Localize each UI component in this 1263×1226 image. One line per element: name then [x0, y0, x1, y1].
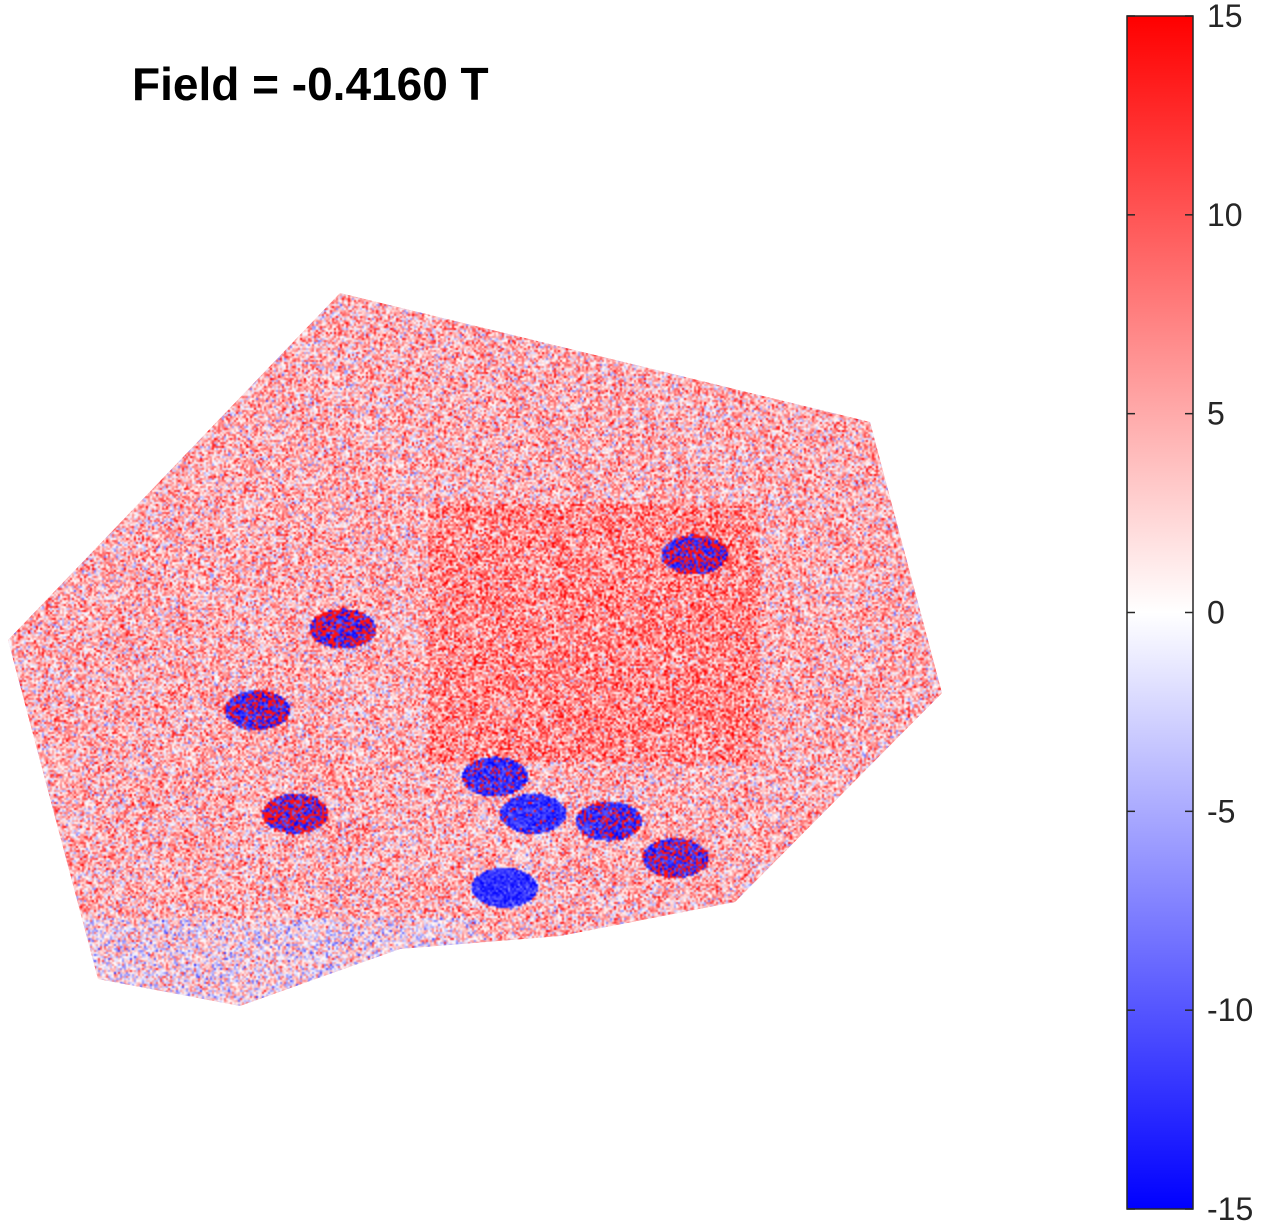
colorbar-gradient [1126, 15, 1194, 1210]
colorbar-tick-label: 0 [1207, 595, 1225, 631]
colorbar: 15 10 5 0 -5 -10 -15 [1126, 0, 1253, 1226]
colorbar-tick-label: 10 [1207, 197, 1243, 233]
colorbar-tick-label: 5 [1207, 396, 1225, 432]
colorbar-tick-label: 15 [1207, 0, 1243, 34]
colorbar-ticks: 15 10 5 0 -5 -10 -15 [1127, 0, 1253, 1226]
heatmap-raster [8, 293, 942, 1006]
colorbar-tick-label: -10 [1207, 992, 1253, 1028]
heatmap-image [8, 293, 942, 1006]
colorbar-tick-label: -5 [1207, 793, 1235, 829]
colorbar-tick-label: -15 [1207, 1191, 1253, 1226]
chart-title: Field = -0.4160 T [132, 58, 489, 110]
